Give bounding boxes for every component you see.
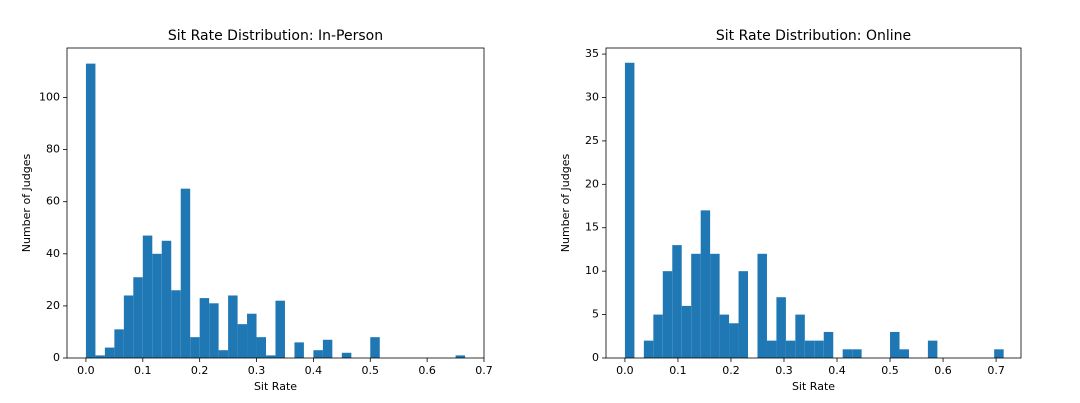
bar bbox=[133, 277, 143, 358]
bar bbox=[152, 253, 162, 358]
bar bbox=[180, 188, 191, 358]
bar bbox=[766, 340, 777, 358]
y-tick-label: 20 bbox=[585, 177, 599, 190]
bar bbox=[341, 352, 352, 358]
bar bbox=[785, 340, 796, 358]
plot-frame bbox=[66, 47, 485, 359]
x-axis-label: Sit Rate bbox=[792, 380, 835, 393]
y-tick-label: 60 bbox=[46, 195, 60, 208]
y-tick-label: 0 bbox=[53, 351, 60, 364]
bar bbox=[643, 340, 654, 358]
bar bbox=[275, 300, 285, 358]
bar bbox=[370, 337, 380, 358]
x-tick-label: 0.7 bbox=[987, 364, 1005, 377]
bar bbox=[994, 349, 1004, 358]
x-tick-label: 0.1 bbox=[669, 364, 687, 377]
y-tick-label: 40 bbox=[46, 247, 60, 260]
bar bbox=[209, 303, 219, 358]
bar bbox=[795, 314, 805, 358]
y-axis-label: Number of Judges bbox=[20, 154, 33, 253]
bar bbox=[247, 313, 257, 358]
bar bbox=[313, 350, 323, 358]
x-tick-label: 0.2 bbox=[722, 364, 740, 377]
bar bbox=[776, 297, 786, 358]
x-tick-label: 0.4 bbox=[828, 364, 846, 377]
x-axis-label: Sit Rate bbox=[254, 380, 297, 393]
y-tick-label: 25 bbox=[585, 134, 599, 147]
x-tick-label: 0.5 bbox=[881, 364, 899, 377]
y-tick-label: 5 bbox=[592, 308, 599, 321]
bar bbox=[455, 355, 466, 358]
x-tick-label: 0.6 bbox=[418, 364, 436, 377]
bar bbox=[681, 305, 692, 358]
y-tick-label: 10 bbox=[585, 264, 599, 277]
x-tick-label: 0.2 bbox=[191, 364, 209, 377]
bar bbox=[700, 210, 711, 358]
y-tick-label: 100 bbox=[39, 90, 60, 103]
bar bbox=[171, 290, 181, 358]
bar bbox=[123, 295, 134, 358]
y-axis-label: Number of Judges bbox=[559, 154, 572, 253]
x-tick-label: 0.7 bbox=[475, 364, 493, 377]
bar bbox=[719, 314, 730, 358]
plot-frame bbox=[605, 47, 1022, 359]
y-tick-label: 0 bbox=[592, 351, 599, 364]
x-tick-label: 0.6 bbox=[934, 364, 952, 377]
bar bbox=[266, 355, 276, 358]
bar bbox=[114, 329, 124, 358]
x-tick-label: 0.3 bbox=[775, 364, 793, 377]
bar bbox=[672, 245, 682, 358]
bar bbox=[624, 62, 635, 359]
y-tick-label: 15 bbox=[585, 221, 599, 234]
x-tick-label: 0.0 bbox=[77, 364, 95, 377]
bar bbox=[842, 349, 853, 358]
bar bbox=[322, 339, 333, 358]
bar bbox=[294, 342, 304, 358]
bar bbox=[890, 331, 900, 358]
x-tick-label: 0.1 bbox=[134, 364, 152, 377]
bar bbox=[104, 347, 115, 358]
bar bbox=[710, 253, 720, 358]
bar bbox=[228, 295, 238, 358]
bar bbox=[199, 298, 210, 358]
bar bbox=[927, 340, 938, 358]
bar bbox=[899, 349, 909, 358]
bar bbox=[738, 271, 748, 358]
x-tick-label: 0.4 bbox=[305, 364, 323, 377]
x-tick-label: 0.3 bbox=[248, 364, 266, 377]
bar bbox=[814, 340, 824, 358]
bar bbox=[161, 240, 172, 358]
x-tick-label: 0.0 bbox=[616, 364, 634, 377]
chart-title: Sit Rate Distribution: Online bbox=[716, 28, 911, 44]
bar bbox=[256, 337, 267, 358]
bar bbox=[237, 324, 248, 358]
x-tick-label: 0.5 bbox=[362, 364, 380, 377]
bar bbox=[85, 63, 96, 359]
bar bbox=[662, 271, 673, 358]
bar bbox=[653, 314, 663, 358]
bar bbox=[823, 331, 834, 358]
chart-title: Sit Rate Distribution: In-Person bbox=[168, 28, 383, 44]
bar bbox=[218, 350, 229, 358]
bar bbox=[804, 340, 815, 358]
bar bbox=[190, 337, 200, 358]
y-tick-label: 80 bbox=[46, 143, 60, 156]
bar bbox=[729, 323, 739, 358]
bar bbox=[691, 253, 701, 358]
bar bbox=[95, 355, 105, 358]
y-tick-label: 20 bbox=[46, 299, 60, 312]
bar bbox=[142, 235, 153, 358]
y-tick-label: 35 bbox=[585, 47, 599, 60]
y-tick-label: 30 bbox=[585, 90, 599, 103]
bar bbox=[852, 349, 862, 358]
bar bbox=[757, 253, 767, 358]
